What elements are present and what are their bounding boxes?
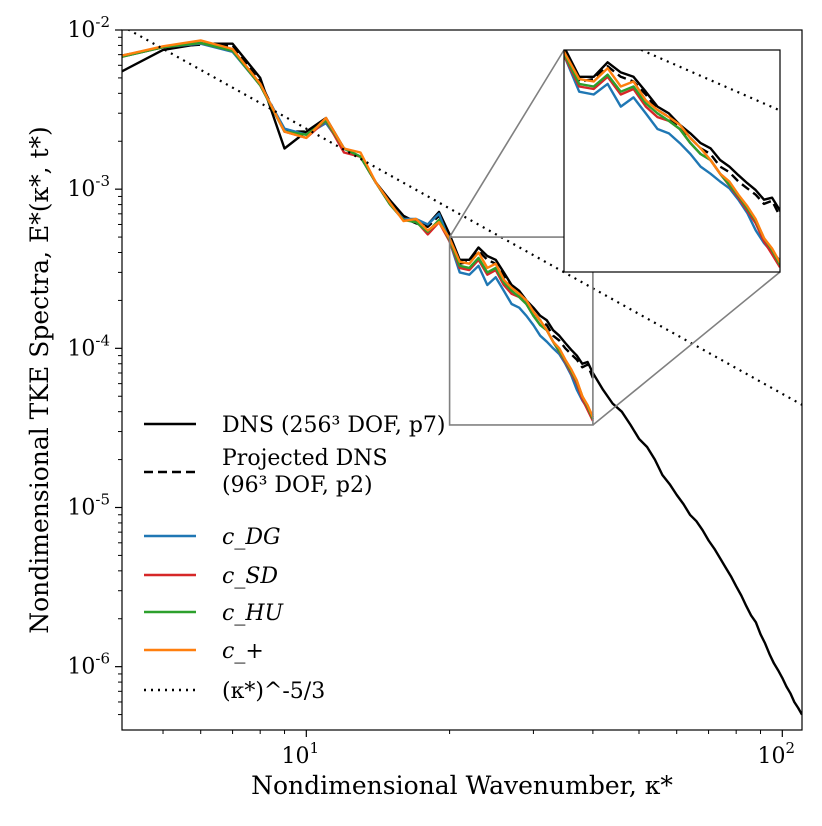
x-tick-label: 102	[758, 739, 796, 769]
zoom-connector-top	[448, 49, 565, 238]
legend: DNS (256³ DOF, p7) Projected DNS (96³ DOF,…	[144, 413, 446, 704]
series-line-c-sd	[122, 41, 594, 422]
legend-label-c-hu: c_HU	[222, 601, 285, 626]
plot-frame	[121, 29, 803, 731]
x-tick-label: 101	[282, 739, 320, 769]
inset-series-line-c-hu	[564, 51, 780, 266]
y-tick-label: 10-3	[67, 172, 110, 202]
series-line-c-dg	[122, 42, 594, 416]
inset-background	[564, 50, 780, 272]
y-tick-label: 10-5	[67, 490, 110, 520]
inset-series-layer	[564, 50, 780, 268]
legend-label-c: c_+	[222, 639, 264, 664]
inset-series-line-dns-256-dof-p7	[564, 50, 780, 213]
y-tick-label: 10-2	[67, 13, 110, 43]
legend-label-projected-dns-96-dof-p2: Projected DNS (96³ DOF, p2)	[222, 446, 388, 498]
y-tick-label: 10-4	[67, 331, 110, 361]
inset-series-line-c-dg	[564, 52, 780, 262]
inset-series-line-c	[564, 50, 780, 264]
series-line-c	[122, 39, 594, 418]
legend-label-c-dg: c_DG	[222, 525, 281, 550]
inset-frame	[563, 49, 781, 273]
series-line-projected-dns-96-dof-p2	[122, 43, 595, 379]
y-axis-label: Nondimensional TKE Spectra, E*(κ*, t*)	[25, 126, 54, 634]
y-tick-label: 10-6	[67, 650, 110, 680]
zoom-connector-bottom	[592, 271, 781, 426]
legend-label-c-sd: c_SD	[222, 564, 278, 589]
zoom-region-box	[448, 236, 594, 426]
main-series-layer	[122, 30, 802, 716]
zoom-indicator	[448, 49, 781, 426]
legend-label-5-3: (κ*)^-5/3	[222, 679, 325, 704]
legend-label-dns-256-dof-p7: DNS (256³ DOF, p7)	[222, 413, 446, 438]
series-line-c-hu	[122, 41, 595, 420]
x-axis-label: Nondimensional Wavenumber, κ*	[251, 771, 673, 800]
